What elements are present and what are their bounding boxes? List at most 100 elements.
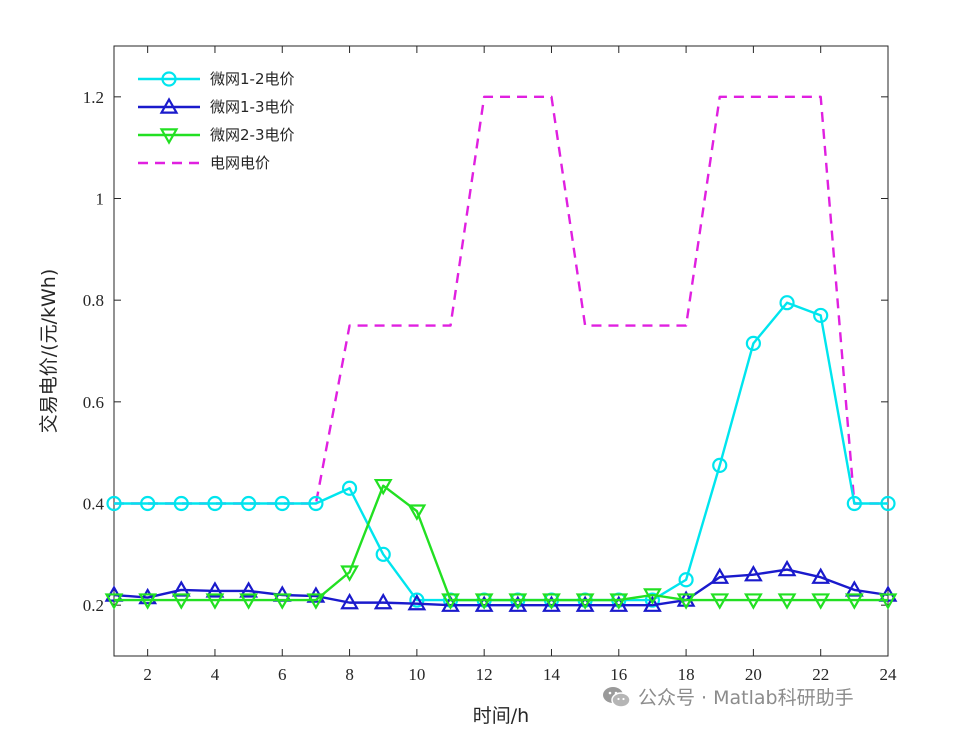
data-point bbox=[676, 593, 696, 610]
series-line bbox=[114, 484, 888, 602]
data-point bbox=[777, 559, 797, 577]
series-1 bbox=[106, 295, 896, 608]
x-tick-label: 8 bbox=[345, 665, 354, 684]
x-tick-label: 10 bbox=[408, 665, 425, 684]
data-point bbox=[643, 588, 662, 605]
data-point bbox=[710, 593, 730, 610]
data-point bbox=[474, 595, 494, 612]
x-tick-label: 22 bbox=[812, 665, 829, 684]
legend-label: 电网电价 bbox=[210, 154, 270, 172]
data-point bbox=[138, 593, 158, 610]
data-point bbox=[341, 480, 358, 496]
data-point bbox=[441, 593, 460, 610]
x-tick-label: 6 bbox=[278, 665, 287, 684]
data-point bbox=[745, 335, 761, 351]
data-point bbox=[207, 495, 223, 512]
data-point bbox=[542, 595, 561, 612]
x-tick-label: 24 bbox=[880, 665, 898, 684]
data-point bbox=[811, 567, 831, 584]
legend-item: 微网1-3电价 bbox=[138, 97, 295, 116]
data-point bbox=[340, 565, 359, 582]
series-line bbox=[114, 301, 888, 602]
axes: 2 4 6 8 10 12 14 16 18 20 22 240.20.40.60.811.2 bbox=[83, 45, 898, 684]
data-point bbox=[779, 295, 795, 311]
data-point bbox=[272, 593, 292, 610]
watermark: 公众号 · Matlab科研助手 bbox=[602, 683, 854, 710]
series-layer bbox=[104, 95, 898, 612]
x-axis-label: 时间/h bbox=[473, 705, 529, 727]
series-line bbox=[113, 568, 889, 607]
data-point bbox=[239, 593, 259, 610]
data-point bbox=[407, 504, 427, 521]
data-point bbox=[340, 592, 359, 610]
data-point bbox=[441, 595, 460, 612]
data-point bbox=[644, 592, 661, 608]
x-tick-label: 2 bbox=[143, 665, 152, 684]
data-point bbox=[508, 595, 528, 612]
data-point bbox=[743, 564, 763, 582]
data-point bbox=[171, 593, 191, 610]
x-tick-label: 16 bbox=[610, 665, 627, 684]
data-point bbox=[241, 495, 257, 512]
y-tick-label: 1 bbox=[96, 190, 105, 209]
data-point bbox=[407, 593, 427, 611]
data-point bbox=[373, 592, 393, 610]
legend-marker bbox=[161, 71, 177, 87]
data-point bbox=[844, 593, 864, 610]
data-point bbox=[643, 595, 662, 612]
data-point bbox=[306, 593, 326, 610]
data-point bbox=[104, 593, 124, 610]
data-point bbox=[811, 593, 831, 610]
legend-label: 微网2-3电价 bbox=[210, 126, 295, 144]
data-point bbox=[138, 587, 158, 605]
data-point bbox=[140, 495, 156, 512]
data-point bbox=[508, 593, 528, 610]
data-point bbox=[373, 478, 393, 496]
data-point bbox=[846, 495, 862, 512]
data-point bbox=[205, 581, 225, 598]
legend-label: 微网1-3电价 bbox=[210, 98, 295, 116]
data-point bbox=[474, 593, 494, 610]
series-2 bbox=[104, 559, 898, 612]
x-tick-label: 14 bbox=[543, 665, 561, 684]
data-point bbox=[375, 546, 391, 562]
data-point bbox=[575, 595, 595, 612]
y-tick-label: 0.6 bbox=[83, 393, 104, 412]
watermark-text: 公众号 · Matlab科研助手 bbox=[638, 687, 854, 709]
data-point bbox=[813, 307, 829, 324]
x-tick-label: 20 bbox=[745, 665, 762, 684]
data-point bbox=[743, 593, 763, 610]
x-tick-label: 18 bbox=[678, 665, 695, 684]
data-point bbox=[173, 495, 189, 512]
data-point bbox=[777, 593, 797, 610]
y-tick-label: 0.2 bbox=[83, 596, 104, 615]
legend-marker bbox=[159, 97, 179, 114]
legend-item: 微网1-2电价 bbox=[138, 70, 295, 88]
y-axis-label: 交易电价/(元/kWh) bbox=[38, 269, 60, 433]
data-point bbox=[274, 495, 290, 512]
x-tick-label: 12 bbox=[476, 665, 493, 684]
series-3 bbox=[104, 478, 898, 610]
data-point bbox=[409, 592, 425, 608]
y-tick-label: 1.2 bbox=[83, 88, 104, 107]
y-tick-label: 0.4 bbox=[83, 495, 105, 514]
data-point bbox=[609, 593, 629, 610]
data-point bbox=[880, 495, 896, 512]
legend-label: 微网1-2电价 bbox=[210, 70, 295, 88]
legend-item: 微网2-3电价 bbox=[138, 126, 295, 145]
data-point bbox=[878, 593, 898, 610]
data-point bbox=[106, 495, 122, 512]
y-tick-label: 0.8 bbox=[83, 291, 104, 310]
data-point bbox=[542, 593, 561, 610]
wechat-icon bbox=[603, 686, 631, 708]
x-tick-label: 4 bbox=[211, 665, 220, 684]
legend-marker bbox=[159, 128, 179, 145]
data-point bbox=[712, 457, 728, 473]
data-point bbox=[205, 593, 225, 610]
data-point bbox=[239, 581, 259, 598]
data-point bbox=[710, 567, 730, 584]
plot-frame bbox=[113, 45, 889, 657]
legend-item: 电网电价 bbox=[138, 154, 270, 172]
